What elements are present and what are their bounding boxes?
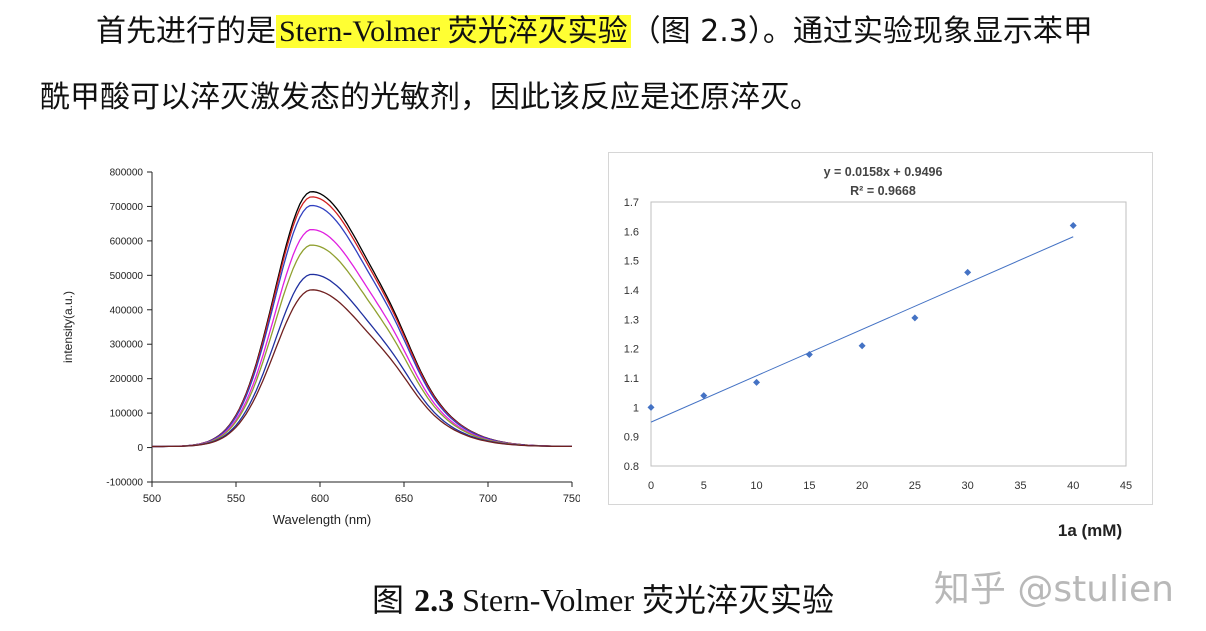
y-tick-label: 0 <box>137 443 143 454</box>
emission-spectra-chart: -100000 0 100000 200000 300000 400000 500000 60… <box>61 168 580 528</box>
y-tick-label: 1 <box>633 402 639 414</box>
figure-caption: 图 2.3 Stern-Volmer 荧光淬灭实验 <box>0 575 1206 621</box>
spectrum-series-7 <box>152 289 572 448</box>
y-tick-label: 100000 <box>110 409 144 420</box>
caption-number: 2.3 <box>414 582 455 618</box>
paragraph-line-2: 酰甲酸可以淬灭激发态的光敏剂，因此该反应是还原淬灭。 <box>40 80 820 115</box>
x-tick-label: 650 <box>395 493 413 505</box>
watermark: 知乎 @stulien <box>933 569 1174 610</box>
y-tick-label: 0.8 <box>624 461 639 473</box>
y-tick-label: 1.1 <box>624 373 639 385</box>
x-tick-label: 25 <box>909 480 921 492</box>
x-tick-label: 550 <box>227 493 245 505</box>
x-axis-title: 1a (mM) <box>1058 521 1122 540</box>
y-tick-label: 1.3 <box>624 314 639 326</box>
caption-prefix: 图 <box>371 581 415 619</box>
data-point <box>753 378 761 386</box>
plot-frame <box>608 152 1153 505</box>
x-tick-label: 700 <box>479 493 497 505</box>
y-tick-label: 0.9 <box>624 432 639 444</box>
paragraph-suffix: （图 2.3）。通过实验现象显示苯甲 <box>630 14 1093 49</box>
highlighted-experiment-name: Stern-Volmer 荧光淬灭实验 <box>276 15 631 48</box>
x-tick-label: 20 <box>856 480 868 492</box>
x-tick-label: 0 <box>648 480 654 492</box>
data-point <box>647 403 655 411</box>
x-tick-label: 10 <box>750 480 762 492</box>
paragraph-prefix: 首先进行的是 <box>96 14 276 49</box>
fit-line <box>650 236 1074 423</box>
y-tick-label: 700000 <box>110 202 144 213</box>
y-tick-label: 1.2 <box>624 344 639 356</box>
y-tick-label: 200000 <box>110 374 144 385</box>
spectrum-series-5 <box>152 244 572 448</box>
data-point <box>1069 221 1077 229</box>
y-tick-label: 1.5 <box>624 256 639 268</box>
y-tick-label: -100000 <box>106 478 143 489</box>
y-tick-label: 1.6 <box>624 226 639 238</box>
y-tick-label: 300000 <box>110 340 144 351</box>
y-tick-label: 500000 <box>110 271 144 282</box>
spectrum-series-2 <box>152 196 572 448</box>
y-tick-label: 1.7 <box>624 197 639 209</box>
data-point <box>858 342 866 350</box>
y-tick-label: 600000 <box>110 236 144 247</box>
fit-equation: y = 0.0158x + 0.9496 <box>824 165 943 179</box>
x-tick-label: 40 <box>1067 480 1079 492</box>
y-tick-label: 400000 <box>110 305 144 316</box>
plot-area-border <box>650 201 1127 467</box>
x-tick-label: 500 <box>143 493 161 505</box>
x-tick-label: 750 <box>563 493 580 505</box>
x-tick-label: 35 <box>1014 480 1026 492</box>
y-tick-label: 1.4 <box>624 285 639 297</box>
data-point <box>964 268 972 276</box>
x-tick-label: 15 <box>803 480 815 492</box>
x-tick-label: 5 <box>701 480 707 492</box>
x-tick-label: 45 <box>1120 480 1132 492</box>
caption-text: Stern-Volmer 荧光淬灭实验 <box>454 582 835 618</box>
paragraph-line-1: 首先进行的是 Stern-Volmer 荧光淬灭实验 （图 2.3）。通过实验现象显… <box>96 12 1093 52</box>
x-axis-title: Wavelength (nm) <box>273 512 372 527</box>
data-point <box>700 392 708 400</box>
data-point <box>911 314 919 322</box>
x-tick-label: 30 <box>962 480 974 492</box>
x-tick-label: 600 <box>311 493 329 505</box>
y-axis-title: intensity(a.u.) <box>61 291 75 363</box>
stern-volmer-plot: 0.8 0.9 1 1.1 1.2 1.3 1.4 1.5 1.6 1.7 0 5 10 15 20 25 30… <box>608 152 1153 540</box>
spectrum-series-1 <box>152 191 572 448</box>
fit-r-squared: R² = 0.9668 <box>850 184 916 198</box>
y-tick-label: 800000 <box>110 168 144 179</box>
data-point <box>805 351 813 359</box>
spectrum-series-6 <box>152 273 572 448</box>
